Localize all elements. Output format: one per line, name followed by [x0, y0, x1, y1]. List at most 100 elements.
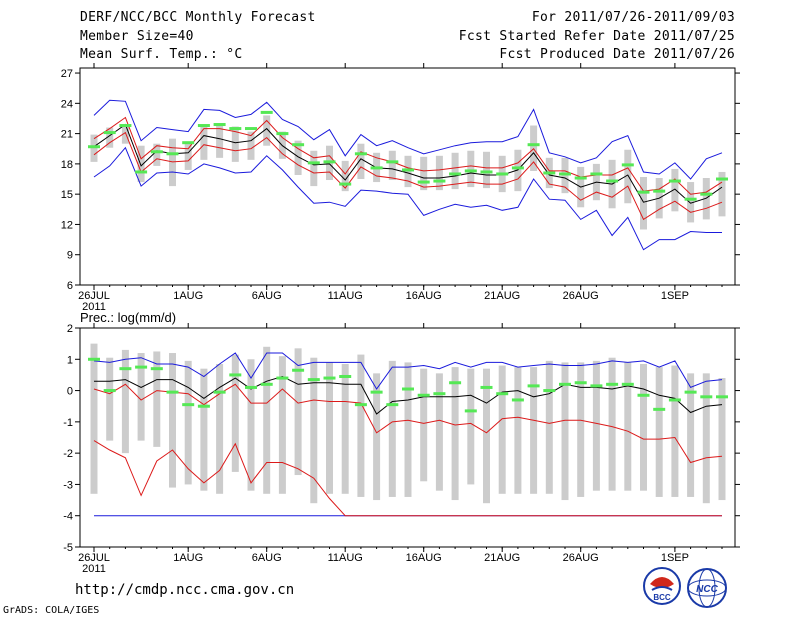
prec-obs-marker: [292, 368, 305, 372]
temp-xtick-label: 1AUG: [173, 290, 203, 302]
temp-spread-box: [231, 126, 239, 162]
temp-xtick-label: 16AUG: [406, 290, 442, 302]
prec-spread-box: [608, 357, 616, 491]
temp-spread-box: [247, 131, 255, 160]
prec-spread-box: [169, 353, 176, 488]
prec-ytick-label: 1: [67, 354, 73, 366]
prec-spread-box: [624, 362, 632, 491]
prec-spread-box: [137, 353, 145, 441]
prec-obs-marker: [559, 382, 571, 386]
prec-spread-box: [687, 373, 695, 497]
temp-spread-box: [216, 124, 224, 158]
prec-obs-marker: [166, 390, 179, 394]
prec-obs-marker: [449, 381, 462, 385]
prec-xtick-label: 26AUG: [563, 552, 599, 564]
grads-credit: GrADS: COLA/IGES: [3, 605, 100, 616]
prec-mean-line: [94, 375, 723, 415]
prec-ytick-label: -3: [63, 479, 73, 491]
bcc-logo: BCC: [643, 567, 681, 605]
prec-obs-marker: [621, 382, 634, 386]
prec-obs-marker: [700, 395, 713, 399]
prec-ytick-label: -5: [63, 542, 73, 554]
temp-spread-box: [341, 160, 349, 192]
temp-obs-marker: [119, 124, 132, 128]
temp-xtick-label: 6AUG: [252, 290, 282, 302]
temp-upper-line: [93, 116, 723, 195]
prec-obs-marker: [213, 390, 226, 394]
prec-obs-marker: [574, 381, 587, 385]
temp-lower-line: [93, 131, 723, 221]
prec-ytick-label: -1: [63, 417, 73, 429]
prec-spread-box: [577, 362, 585, 497]
temp-xtick-label: 1SEP: [661, 290, 689, 302]
temp-spread-box: [294, 140, 302, 175]
prec-spread-box: [388, 360, 396, 497]
prec-spread-box: [326, 362, 333, 494]
temp-spread-box: [200, 124, 208, 160]
prec-spread-box: [263, 346, 271, 494]
temp-obs-marker: [229, 127, 242, 131]
prec-spread-box: [357, 354, 365, 497]
prec-spread-box: [278, 356, 286, 494]
forecast-period: For 2011/07/26-2011/09/03: [531, 10, 735, 25]
temp-obs-marker: [197, 124, 210, 128]
prec-spread-box: [671, 365, 679, 497]
prec-obs-marker: [197, 404, 210, 408]
temp-obs-marker: [480, 170, 493, 174]
prec-obs-marker: [276, 376, 289, 380]
temp-obs-marker: [621, 163, 634, 167]
prec-xtick-label: 6AUG: [252, 552, 282, 564]
temp-obs-marker: [339, 182, 352, 186]
temp-ytick-label: 24: [61, 98, 73, 110]
temp-ytick-label: 12: [61, 219, 73, 231]
temp-spread-box: [106, 127, 114, 148]
prec-xtick-label: 26JUL: [78, 552, 110, 564]
prec-xtick-label: 16AUG: [406, 552, 442, 564]
temp-spread-box: [624, 149, 632, 204]
prec-panel-title: Prec.: log(mm/d): [80, 310, 176, 325]
member-size-label: Member Size=40: [80, 29, 194, 44]
prec-spread-box: [247, 359, 255, 491]
prec-spread-box: [640, 363, 647, 491]
prec-spread-box: [106, 357, 114, 441]
variable-label: Mean Surf. Temp.: °C: [80, 47, 243, 62]
temp-ytick-label: 6: [67, 280, 73, 292]
temp-ytick-label: 9: [67, 250, 73, 262]
temp-obs-marker: [135, 170, 148, 174]
prec-ytick-label: -2: [63, 448, 73, 460]
prec-obs-marker: [668, 398, 681, 402]
prec-obs-marker: [370, 390, 383, 394]
temp-obs-marker: [684, 197, 697, 201]
prec-obs-marker: [323, 376, 336, 380]
prec-obs-marker: [653, 407, 666, 411]
prec-obs-marker: [339, 374, 352, 378]
temp-obs-marker: [402, 168, 414, 172]
prec-obs-marker: [464, 409, 477, 413]
temp-obs-marker: [606, 179, 619, 183]
prec-spread-box: [718, 378, 726, 501]
website-url[interactable]: http://cmdp.ncc.cma.gov.cn: [75, 582, 295, 598]
temp-obs-marker: [668, 179, 681, 183]
ncc-logo-text: NCC: [696, 584, 718, 595]
prec-obs-marker: [496, 392, 509, 396]
temp-spread-box: [404, 155, 412, 188]
prec-obs-marker: [480, 385, 493, 389]
temp-obs-marker: [182, 141, 195, 145]
temp-obs-marker: [716, 177, 728, 181]
prec-obs-marker: [511, 398, 524, 402]
temp-obs-marker: [559, 172, 571, 176]
temp-obs-marker: [574, 176, 587, 180]
temp-spread-box: [357, 143, 365, 180]
prec-obs-marker: [684, 390, 697, 394]
prec-xtick-label: 1AUG: [173, 552, 203, 564]
prec-ytick-label: -4: [63, 511, 73, 523]
temp-spread-box: [514, 149, 522, 192]
prec-spread-box: [483, 368, 490, 504]
temp-spread-box: [718, 171, 726, 217]
prec-spread-box: [231, 354, 239, 472]
prec-spread-box: [561, 362, 569, 501]
prec-obs-marker: [245, 385, 257, 389]
temp-spread-box: [90, 134, 98, 162]
temp-obs-marker: [166, 152, 179, 156]
